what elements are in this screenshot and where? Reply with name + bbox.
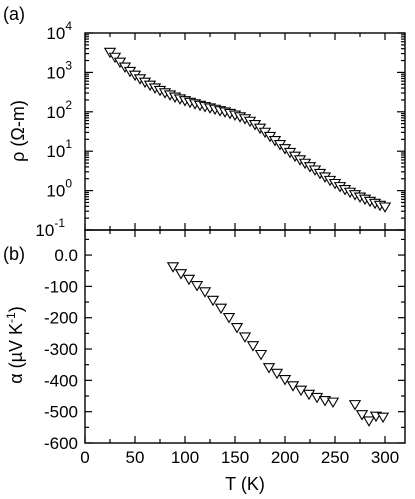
- panel-b-data-point: [230, 323, 244, 334]
- panel-b-x-tick-label: 200: [271, 448, 299, 467]
- panel-b-x-tick-label: 50: [126, 448, 145, 467]
- panel-b-data-point: [302, 389, 316, 401]
- panel-b-data-point: [262, 363, 276, 374]
- panel-b-data-point: [206, 295, 220, 307]
- panel-b-data-point: [182, 274, 196, 286]
- panel-b-data-point: [278, 375, 292, 386]
- panel-b-y-tick-label: -600: [44, 434, 78, 453]
- panel-a-y-tick-label: 102: [46, 98, 72, 122]
- panel-b-data-point: [190, 281, 204, 292]
- panel-a-y-tick-label: 104: [46, 19, 72, 43]
- panel-b-ylabel-suffix: ): [6, 306, 26, 312]
- panel-b-y-tick-label: 0.0: [54, 246, 78, 265]
- panel-b-x-tick-label: 0: [80, 448, 89, 467]
- panel-b-y-tick-label: -200: [44, 309, 78, 328]
- panel-b-data-point: [310, 392, 324, 404]
- panel-b-data-point: [254, 349, 268, 361]
- panel-b: (b) α (µV K-1) T (K) 0.0 -100 -200 -300 -400…: [3, 229, 406, 494]
- panel-b-y-tick-label: -300: [44, 340, 78, 359]
- panel-b-y-ticks: 0.0 -100 -200 -300 -400 -500 -600: [44, 238, 405, 453]
- panel-a-label: (a): [3, 4, 25, 24]
- panel-b-ylabel-sup: -1: [4, 312, 18, 323]
- panel-a-ylabel: ρ (Ω-m): [8, 100, 28, 162]
- panel-a-y-tick-exp: -1: [54, 216, 65, 230]
- panel-b-data-point: [174, 269, 188, 280]
- panel-b-y-tick-label: -400: [44, 371, 78, 390]
- panel-b-data-point: [326, 397, 340, 409]
- panel-b-x-tick-label: 250: [321, 448, 349, 467]
- panel-b-xlabel: T (K): [225, 474, 265, 494]
- panel-a-y-tick-exp: 2: [65, 98, 72, 112]
- panel-b-ylabel: α (µV K-1): [4, 306, 26, 383]
- panel-a-y-tick-exp: 3: [65, 58, 72, 72]
- panel-a-y-tick-exp: 0: [65, 177, 72, 191]
- panel-b-data-point: [198, 287, 212, 298]
- panel-a-y-tick-label: 103: [46, 58, 72, 82]
- panel-b-x-tick-label: 100: [171, 448, 199, 467]
- panel-a-y-tick-base: 10: [46, 182, 65, 201]
- panel-b-frame: [84, 229, 406, 444]
- panel-b-data-point: [246, 341, 260, 352]
- panel-a-y-tick-label: 10-1: [35, 216, 65, 240]
- panel-a-y-tick-base: 10: [46, 63, 65, 82]
- panel-b-x-tick-label: 150: [221, 448, 249, 467]
- panel-a-data-point: [378, 202, 392, 213]
- panel-b-series: [166, 262, 390, 427]
- panel-b-data-point: [270, 368, 284, 380]
- panel-b-data-point: [355, 410, 369, 421]
- panel-b-data-point: [222, 312, 236, 324]
- panel-b-data-point: [214, 303, 228, 315]
- panel-b-ylabel-main: α (µV K: [6, 323, 26, 384]
- panel-a-y-tick-label: 100: [46, 177, 72, 201]
- panel-b-data-point: [376, 412, 390, 424]
- panel-b-label: (b): [3, 244, 25, 264]
- panel-a-series: [103, 47, 392, 213]
- panel-a-y-tick-base: 10: [46, 142, 65, 161]
- panel-a-frame: [84, 32, 406, 231]
- panel-b-data-point: [362, 416, 376, 427]
- panel-b-x-tick-label: 300: [371, 448, 399, 467]
- panel-a-y-tick-base: 10: [35, 221, 54, 240]
- panel-a-y-tick-exp: 1: [65, 137, 72, 151]
- panel-a-y-tick-label: 101: [46, 137, 72, 161]
- panel-b-data-point: [348, 400, 362, 411]
- panel-b-x-ticks: 0 50 100 150 200 250 300: [80, 230, 399, 467]
- panel-a-y-tick-base: 10: [46, 103, 65, 122]
- panel-b-data-point: [166, 262, 180, 273]
- panel-b-y-tick-label: -500: [44, 403, 78, 422]
- panel-a-x-ticks: [84, 33, 386, 230]
- panel-b-data-point: [238, 332, 252, 343]
- panel-a-y-tick-base: 10: [46, 24, 65, 43]
- panel-a-y-tick-exp: 4: [65, 19, 72, 33]
- panel-b-y-tick-label: -100: [44, 277, 78, 296]
